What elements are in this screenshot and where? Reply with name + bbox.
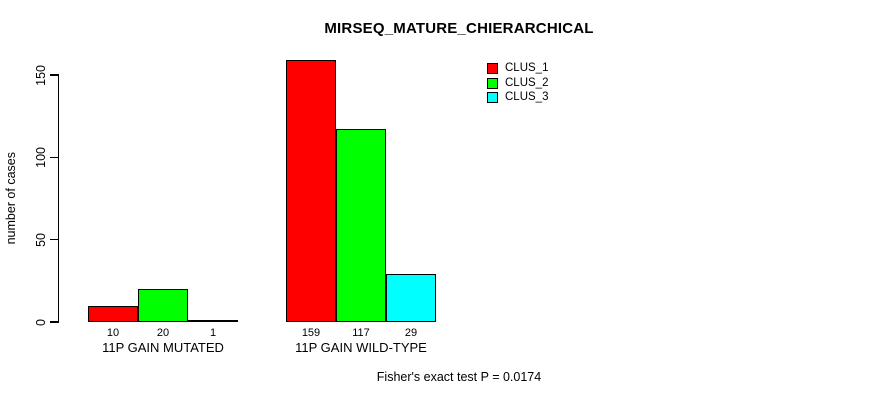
- y-axis-tick: [49, 156, 58, 159]
- y-axis-tick-label-wrap: 100: [33, 132, 49, 182]
- legend-label: CLUS_3: [505, 91, 549, 103]
- y-axis-tick-label: 150: [34, 64, 48, 86]
- bar-value-label: 1: [209, 327, 217, 339]
- bar-clus_2-11p-gain-wild-type: [336, 129, 386, 322]
- bar-value-label: 20: [156, 327, 170, 339]
- y-axis-tick: [49, 238, 58, 241]
- y-axis-tick-label: 100: [34, 146, 48, 168]
- bar-clus_2-11p-gain-mutated: [138, 289, 188, 322]
- legend-swatch-clus_3: [487, 92, 498, 103]
- bar-clus_3-11p-gain-wild-type: [386, 274, 436, 322]
- category-label: 11P GAIN WILD-TYPE: [295, 340, 427, 355]
- y-axis-title: number of cases: [4, 151, 18, 245]
- bar-clus_1-11p-gain-wild-type: [286, 60, 336, 322]
- legend-row-clus_1: CLUS_1: [487, 62, 549, 74]
- legend-row-clus_3: CLUS_3: [487, 91, 549, 103]
- y-axis-tick-label: 50: [34, 232, 48, 247]
- legend-row-clus_2: CLUS_2: [487, 76, 549, 89]
- legend-label: CLUS_2: [505, 76, 549, 89]
- y-axis-tick: [49, 74, 58, 76]
- legend: CLUS_1 CLUS_2 CLUS_3: [487, 62, 549, 107]
- legend-swatch-clus_1: [487, 63, 498, 74]
- y-axis-tick-label: 0: [34, 318, 48, 326]
- y-axis-title-wrap: number of cases: [3, 128, 19, 268]
- y-axis-line: [57, 74, 59, 323]
- bar-value-label: 159: [301, 327, 321, 339]
- bar-value-label: 29: [404, 327, 418, 339]
- bar-clus_1-11p-gain-mutated: [88, 305, 138, 322]
- y-axis-tick-label-wrap: 0: [33, 297, 49, 347]
- legend-swatch-clus_2: [487, 77, 498, 89]
- annotation-text: Fisher's exact test P = 0.0174: [376, 370, 542, 384]
- bar-clus_3-11p-gain-mutated: [188, 320, 238, 322]
- y-axis-tick: [49, 321, 58, 323]
- y-axis-tick-label-wrap: 150: [33, 50, 49, 100]
- bar-value-label: 10: [106, 327, 120, 339]
- bar-value-label: 117: [352, 327, 370, 339]
- y-axis-tick-label-wrap: 50: [33, 215, 49, 265]
- legend-label: CLUS_1: [505, 62, 549, 74]
- chart-title: MIRSEQ_MATURE_CHIERARCHICAL: [324, 20, 594, 37]
- category-label: 11P GAIN MUTATED: [102, 340, 224, 355]
